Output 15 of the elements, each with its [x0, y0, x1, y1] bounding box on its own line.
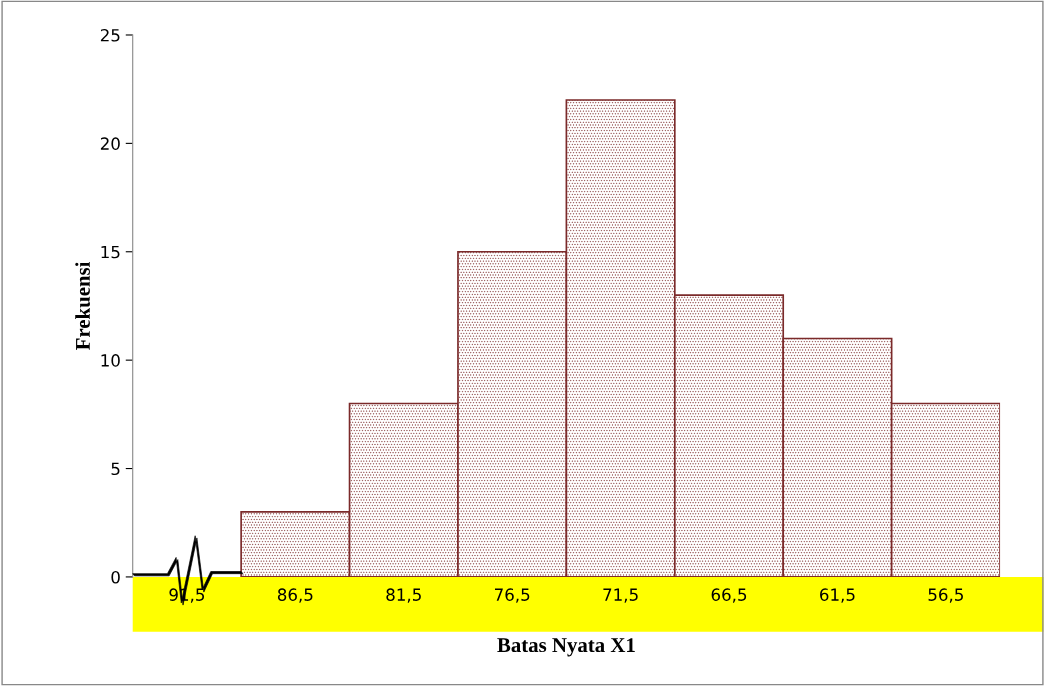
- y-axis-title: Frekuensi: [75, 261, 90, 350]
- x-axis-title: Batas Nyata X1: [497, 638, 635, 657]
- y-tick-label: 15: [101, 245, 120, 259]
- x-tick-label: 81,5: [386, 588, 421, 603]
- x-tick-label: 76,5: [494, 588, 530, 603]
- y-tick-label: 5: [111, 462, 120, 476]
- y-tick-label: 10: [101, 354, 120, 367]
- y-tick-label: 25: [100, 28, 120, 42]
- y-tick-label: 0: [111, 570, 120, 584]
- x-tick-label: 86,5: [277, 588, 313, 603]
- x-tick-label: 61,5: [820, 588, 855, 603]
- x-tick-label: 71,5: [603, 588, 638, 603]
- y-tick-label: 20: [100, 137, 120, 150]
- x-tick-label: 66,5: [711, 588, 747, 603]
- x-tick-label: 56,5: [928, 588, 963, 603]
